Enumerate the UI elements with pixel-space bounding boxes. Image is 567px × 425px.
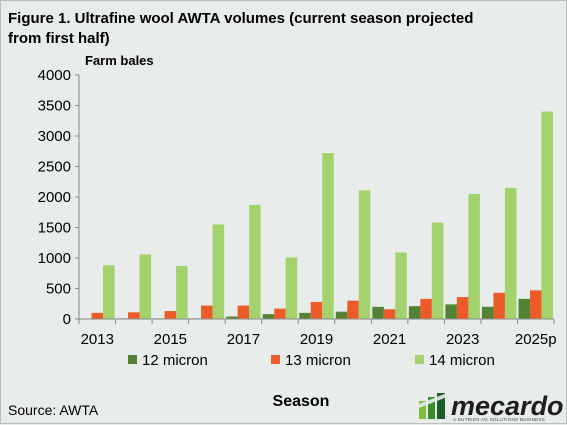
source-note: Source: AWTA bbox=[8, 402, 99, 418]
y-tick-label: 1500 bbox=[38, 220, 71, 237]
y-tick-label: 2000 bbox=[38, 189, 71, 206]
legend-swatch-13-micron bbox=[271, 355, 280, 364]
bar-14-micron-2013 bbox=[103, 265, 115, 319]
bar-12-micron-2020 bbox=[336, 312, 348, 319]
bar-13-micron-2015 bbox=[165, 311, 177, 319]
bar-14-micron-2020 bbox=[359, 190, 371, 319]
x-axis-title: Season bbox=[273, 393, 330, 410]
bar-12-micron-2025p bbox=[518, 299, 530, 319]
bar-14-micron-2014 bbox=[140, 254, 152, 319]
mecardo-tagline: A NUTRIEN AG SOLUTIONS BUSINESS bbox=[453, 417, 545, 422]
bar-series-group bbox=[80, 112, 553, 319]
bar-12-micron-2024 bbox=[482, 307, 494, 319]
bar-14-micron-2017 bbox=[249, 205, 261, 319]
bar-13-micron-2018 bbox=[274, 309, 286, 319]
y-tick-label: 3000 bbox=[38, 128, 71, 145]
bar-14-micron-2015 bbox=[176, 266, 188, 319]
bar-13-micron-2020 bbox=[347, 301, 359, 319]
bar-13-micron-2014 bbox=[128, 312, 140, 319]
bar-13-micron-2021 bbox=[384, 309, 396, 319]
bar-13-micron-2017 bbox=[238, 306, 250, 319]
x-tick-label: 2013 bbox=[81, 331, 114, 348]
bar-14-micron-2016 bbox=[213, 224, 225, 319]
bar-12-micron-2021 bbox=[372, 307, 384, 319]
mecardo-logo: mecardo A NUTRIEN AG SOLUTIONS BUSINESS bbox=[414, 391, 564, 422]
bar-14-micron-2025p bbox=[541, 112, 553, 319]
bar-14-micron-2021 bbox=[395, 253, 407, 319]
x-tick-label: 2017 bbox=[227, 331, 260, 348]
bar-12-micron-2023 bbox=[445, 304, 457, 319]
x-tick-label: 2023 bbox=[446, 331, 479, 348]
bar-14-micron-2019 bbox=[322, 153, 334, 319]
y-axis-ticks: 0 500 1000 1500 2000 2500 3000 3500 4000 bbox=[38, 67, 79, 328]
bar-12-micron-2018 bbox=[263, 314, 275, 319]
y-tick-label: 1000 bbox=[38, 250, 71, 267]
bar-13-micron-2024 bbox=[493, 293, 505, 319]
legend: 12 micron 13 micron 14 micron bbox=[128, 352, 495, 369]
bar-13-micron-2023 bbox=[457, 297, 469, 319]
bar-12-micron-2022 bbox=[409, 306, 421, 319]
bar-13-micron-2022 bbox=[420, 299, 432, 319]
y-tick-label: 0 bbox=[63, 311, 71, 328]
bar-13-micron-2016 bbox=[201, 306, 213, 319]
bar-14-micron-2024 bbox=[505, 188, 517, 319]
y-tick-label: 3500 bbox=[38, 98, 71, 115]
legend-swatch-14-micron bbox=[415, 355, 424, 364]
legend-label-14-micron: 14 micron bbox=[429, 352, 495, 369]
y-tick-label: 2500 bbox=[38, 159, 71, 176]
legend-label-12-micron: 12 micron bbox=[142, 352, 208, 369]
bar-14-micron-2018 bbox=[286, 257, 298, 319]
bar-14-micron-2023 bbox=[468, 194, 480, 319]
chart-title-line-2: from first half) bbox=[8, 30, 110, 47]
y-axis-unit-label: Farm bales bbox=[85, 53, 154, 68]
y-tick-label: 4000 bbox=[38, 67, 71, 84]
x-tick-label: 2025p bbox=[515, 331, 557, 348]
bar-12-micron-2019 bbox=[299, 313, 311, 319]
y-tick-label: 500 bbox=[46, 281, 71, 298]
x-tick-label: 2015 bbox=[154, 331, 187, 348]
bar-13-micron-2019 bbox=[311, 302, 323, 319]
legend-label-13-micron: 13 micron bbox=[285, 352, 351, 369]
bar-14-micron-2022 bbox=[432, 223, 444, 319]
bar-13-micron-2013 bbox=[92, 313, 104, 319]
chart-title-line-1: Figure 1. Ultrafine wool AWTA volumes (c… bbox=[8, 10, 473, 27]
x-tick-label: 2021 bbox=[373, 331, 406, 348]
legend-swatch-12-micron bbox=[128, 355, 137, 364]
x-axis-ticks: 2013 2015 2017 2019 2021 2023 2025p bbox=[79, 319, 557, 348]
mecardo-logo-mark bbox=[414, 393, 447, 419]
x-tick-label: 2019 bbox=[300, 331, 333, 348]
bar-13-micron-2025p bbox=[530, 290, 542, 319]
